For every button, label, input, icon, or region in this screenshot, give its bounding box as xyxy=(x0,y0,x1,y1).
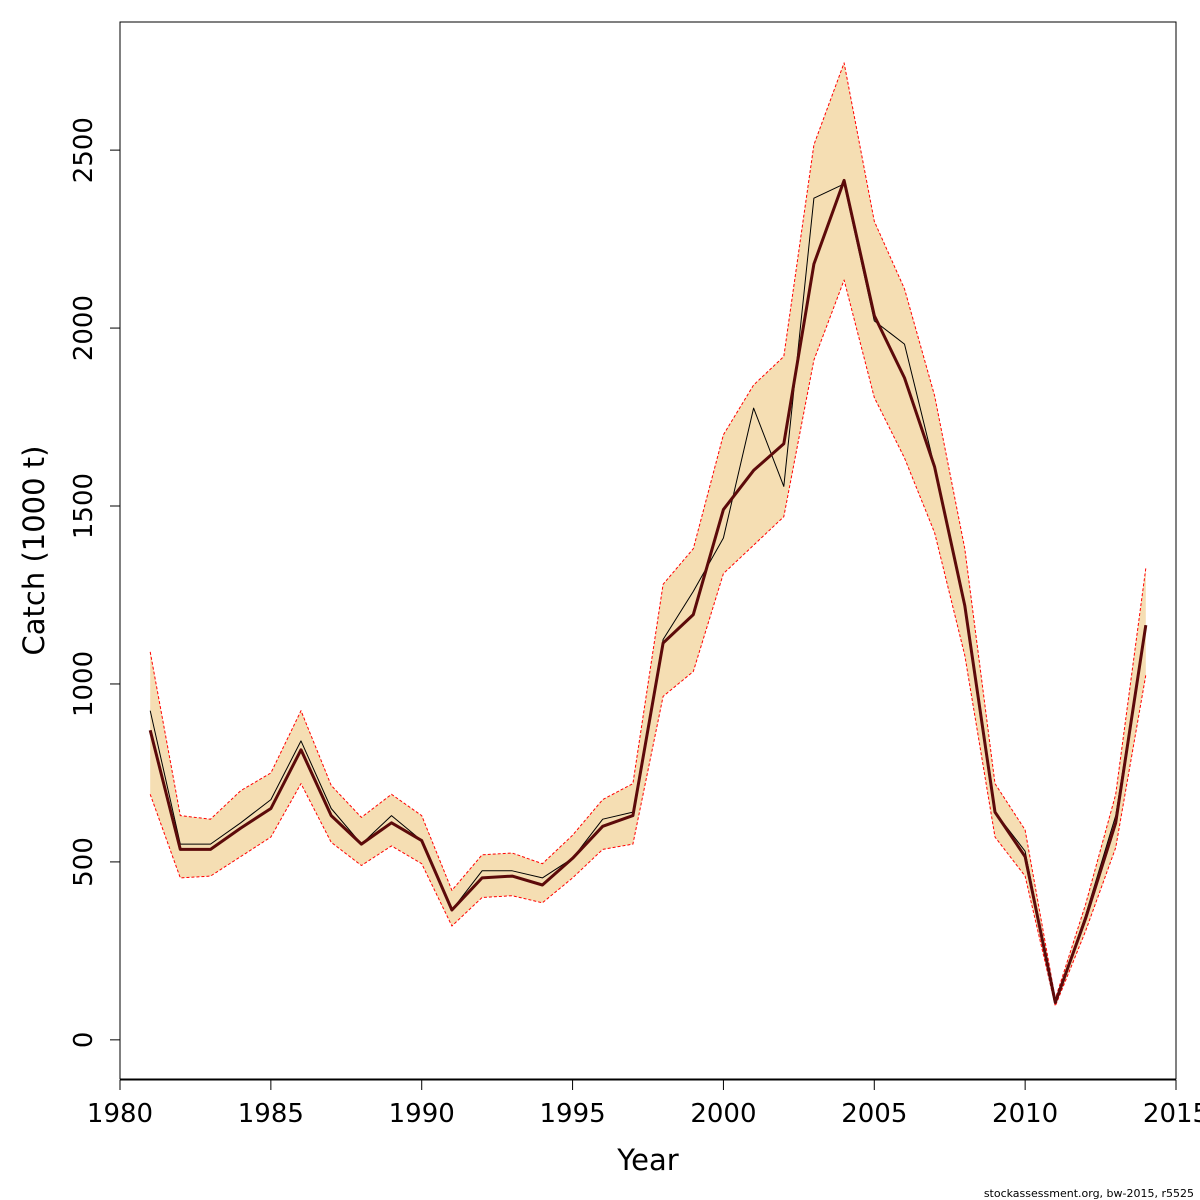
x-tick-label: 2005 xyxy=(841,1099,907,1129)
upper-bound-line xyxy=(149,62,1147,1000)
y-axis: 0 500 1000 1500 2000 2500 xyxy=(69,117,121,1049)
x-tick-label: 1980 xyxy=(87,1099,153,1129)
x-tick-label: 1995 xyxy=(539,1099,605,1129)
footer-credit: stockassessment.org, bw-2015, r5525 xyxy=(984,1187,1194,1200)
plot-frame xyxy=(119,21,1177,1080)
x-tick-label: 2010 xyxy=(992,1099,1058,1129)
series-line-layer xyxy=(148,178,1148,1004)
y-tick-label: 2500 xyxy=(69,117,99,183)
y-tick-label: 1500 xyxy=(69,473,99,539)
x-tick-label: 2015 xyxy=(1143,1099,1200,1129)
x-axis-title: Year xyxy=(616,1143,678,1177)
confidence-band xyxy=(150,62,1146,1006)
x-tick-label: 1990 xyxy=(389,1099,455,1129)
y-tick-label: 2000 xyxy=(69,295,99,361)
estimated-catch-line xyxy=(148,178,1148,1004)
lower-bound-line xyxy=(149,279,1147,1007)
observed-catch-line xyxy=(149,183,1147,1003)
x-axis: 1980 1985 1990 1995 2000 2005 2010 2015 xyxy=(87,1079,1200,1129)
y-axis-title: Catch (1000 t) xyxy=(17,446,51,656)
x-tick-label: 1985 xyxy=(238,1099,304,1129)
x-tick-label: 2000 xyxy=(690,1099,756,1129)
y-tick-label: 1000 xyxy=(69,651,99,717)
y-tick-label: 500 xyxy=(69,837,99,887)
y-tick-label: 0 xyxy=(69,1032,99,1049)
confidence-band-layer xyxy=(149,62,1147,1007)
